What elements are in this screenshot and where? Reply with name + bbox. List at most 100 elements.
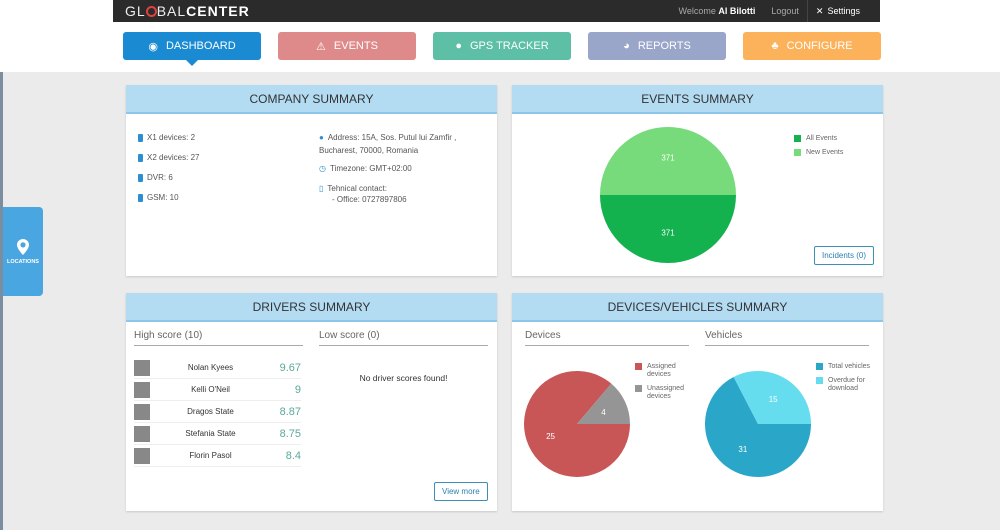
panel-title: DRIVERS SUMMARY — [126, 293, 497, 322]
device-icon — [138, 133, 143, 142]
avatar — [134, 403, 150, 420]
pie-slice[interactable] — [577, 383, 630, 424]
events-legend: All Events New Events — [794, 135, 843, 163]
driver-row: Florin Pasol 8.4 — [134, 445, 301, 467]
devices-legend: Assigned devices Unassigned devices — [635, 363, 685, 407]
nav-tab-dashboard[interactable]: ◉ DASHBOARD — [123, 32, 261, 66]
avatar — [134, 425, 150, 442]
driver-name: Florin Pasol — [189, 451, 232, 460]
nav-tab-label: DASHBOARD — [165, 40, 236, 52]
device-item: GSM: 10 — [138, 193, 179, 202]
company-summary-panel: COMPANY SUMMARY X1 devices: 2 X2 devices… — [126, 85, 497, 276]
slice-label: 15 — [769, 395, 778, 404]
vehicles-heading: Vehicles — [705, 330, 869, 346]
nav-tab-label: GPS TRACKER — [470, 40, 549, 52]
dashboard-area: LOCATIONS COMPANY SUMMARY X1 devices: 2 … — [0, 72, 1000, 530]
panel-title: COMPANY SUMMARY — [126, 85, 497, 114]
pie-slice[interactable] — [733, 371, 811, 424]
legend-label: Unassigned devices — [647, 385, 684, 400]
device-item: X1 devices: 2 — [138, 133, 195, 142]
legend-item[interactable]: New Events — [794, 149, 843, 157]
pie-slice[interactable] — [705, 376, 811, 477]
events-summary-panel: EVENTS SUMMARY 371 371 All Events New Even… — [512, 85, 883, 276]
driver-score: 8.87 — [279, 405, 301, 418]
pie-slice[interactable] — [600, 195, 736, 263]
legend-swatch — [816, 377, 823, 384]
legend-item[interactable]: Unassigned devices — [635, 385, 685, 401]
location-icon: ● — [319, 133, 324, 142]
nav-tab-label: EVENTS — [333, 40, 378, 52]
top-bar: GL BALCENTER Welcome Al Bilotti Logout ✕ S… — [113, 0, 880, 22]
avatar — [134, 447, 150, 464]
slice-label: 4 — [601, 408, 606, 417]
clock-icon: ◷ — [319, 164, 326, 173]
legend-swatch — [635, 363, 642, 370]
welcome-text: Welcome Al Bilotti — [678, 6, 756, 16]
logout-link[interactable]: Logout — [771, 6, 799, 16]
locations-label: LOCATIONS — [7, 258, 39, 265]
pie-icon: ◕ — [623, 40, 630, 52]
panel-title: DEVICES/VEHICLES SUMMARY — [512, 293, 883, 322]
legend-label: Overdue for download — [828, 377, 865, 392]
locations-tab[interactable]: LOCATIONS — [3, 207, 43, 296]
device-item: X2 devices: 27 — [138, 153, 199, 162]
devices-pie-chart: 25 4 — [524, 371, 630, 477]
device-icon — [138, 173, 143, 182]
device-icon — [138, 153, 143, 162]
nav-tab-configure[interactable]: ♣ CONFIGURE — [743, 32, 881, 60]
view-more-button[interactable]: View more — [434, 482, 488, 501]
driver-score: 8.75 — [279, 427, 301, 440]
map-pin-icon — [17, 238, 29, 255]
legend-item[interactable]: Total vehicles — [816, 363, 876, 371]
pie-slice[interactable] — [600, 127, 736, 195]
driver-score: 9.67 — [279, 361, 301, 374]
address-line-2: Bucharest, 70000, Romania — [319, 146, 419, 155]
slice-label: 31 — [738, 445, 747, 454]
driver-name: Nolan Kyees — [187, 363, 234, 372]
warning-icon: ⚠ — [316, 40, 326, 53]
device-icon — [138, 193, 143, 202]
driver-row: Kelli O'Neil 9 — [134, 379, 301, 401]
incidents-button[interactable]: Incidents (0) — [814, 246, 875, 265]
drivers-summary-panel: DRIVERS SUMMARY High score (10) Low scor… — [126, 293, 497, 511]
driver-name: Dragos State — [187, 407, 234, 416]
office-phone: - Office: 0727897806 — [332, 195, 407, 204]
nav-tab-gps-tracker[interactable]: ● GPS TRACKER — [433, 32, 571, 60]
legend-label: Total vehicles — [828, 363, 871, 370]
low-score-heading: Low score (0) — [319, 330, 488, 346]
legend-swatch — [794, 135, 801, 142]
legend-swatch — [794, 149, 801, 156]
sitemap-icon: ♣ — [771, 40, 779, 52]
nav-tab-label: CONFIGURE — [786, 40, 853, 52]
phone-icon: ▯ — [319, 184, 324, 193]
vehicles-pie-chart: 31 15 — [705, 371, 811, 477]
vehicles-legend: Total vehicles Overdue for download — [816, 363, 876, 399]
avatar — [134, 381, 150, 398]
legend-item[interactable]: All Events — [794, 135, 843, 143]
settings-link[interactable]: ✕ Settings — [806, 0, 868, 22]
wrench-icon: ✕ — [815, 5, 824, 16]
legend-item[interactable]: Overdue for download — [816, 377, 876, 393]
logo[interactable]: GL BALCENTER — [125, 3, 250, 19]
nav-tab-label: REPORTS — [637, 40, 691, 52]
driver-name: Stefania State — [185, 429, 236, 438]
events-pie-chart: 371 371 — [600, 127, 736, 263]
driver-row: Stefania State 8.75 — [134, 423, 301, 445]
high-score-heading: High score (10) — [134, 330, 303, 346]
dashboard-icon: ◉ — [148, 40, 158, 53]
address: ● Address: 15A, Sos. Putul lui Zamfir , — [319, 133, 457, 142]
slice-label: 25 — [546, 432, 555, 441]
map-pin-icon: ● — [455, 40, 462, 52]
devices-heading: Devices — [525, 330, 689, 346]
legend-swatch — [816, 363, 823, 370]
driver-name: Kelli O'Neil — [191, 385, 230, 394]
legend-item[interactable]: Assigned devices — [635, 363, 685, 379]
legend-swatch — [635, 385, 642, 392]
device-item: DVR: 6 — [138, 173, 173, 182]
legend-label: Assigned devices — [647, 363, 676, 378]
slice-label: 371 — [661, 154, 675, 163]
nav-tab-reports[interactable]: ◕ REPORTS — [588, 32, 726, 60]
nav-tab-events[interactable]: ⚠ EVENTS — [278, 32, 416, 60]
driver-row: Dragos State 8.87 — [134, 401, 301, 423]
timezone: ◷ Timezone: GMT+02:00 — [319, 164, 412, 173]
